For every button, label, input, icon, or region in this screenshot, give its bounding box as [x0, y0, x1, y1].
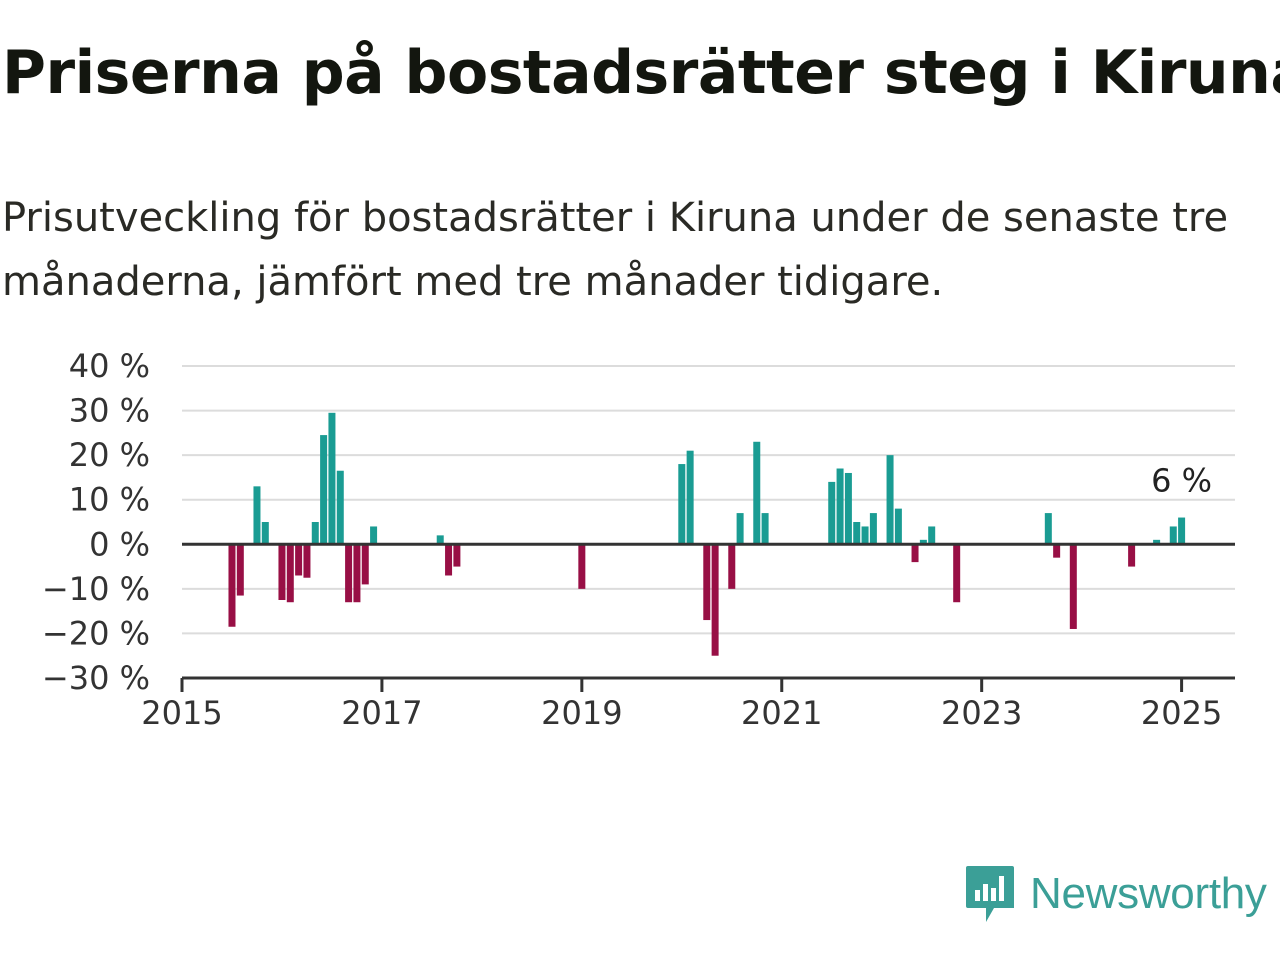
y-tick-label: 40 %	[69, 347, 150, 385]
x-tick-label: 2023	[941, 694, 1022, 732]
bar	[278, 544, 286, 600]
bar	[328, 412, 336, 545]
bar	[828, 481, 836, 545]
x-tick-label: 2025	[1141, 694, 1222, 732]
bar	[836, 468, 844, 545]
x-tick-label: 2021	[741, 694, 822, 732]
y-axis-labels: 40 % 30 % 20 % 10 % 0 % −10 % −20 % −30 %	[42, 347, 150, 697]
bar	[336, 470, 344, 545]
bar	[686, 450, 694, 545]
x-tick-label: 2017	[341, 694, 422, 732]
x-axis-labels: 2015 2017 2019 2021 2023 2025	[141, 694, 1222, 732]
annotations: 6 %	[1151, 462, 1212, 500]
chart-subtitle: Prisutveckling för bostadsrätter i Kirun…	[2, 195, 1229, 305]
bar	[303, 544, 311, 578]
bar	[869, 513, 877, 545]
x-tick-label: 2019	[541, 694, 622, 732]
bar	[578, 544, 586, 589]
chart-title: Priserna på bostadsrätter steg i Kiruna	[2, 38, 1280, 108]
y-tick-label: −10 %	[42, 570, 150, 608]
y-tick-label: −20 %	[42, 614, 150, 652]
bar	[861, 526, 869, 545]
bar	[678, 464, 686, 545]
bar	[295, 544, 303, 576]
axes	[180, 542, 1235, 692]
bar	[703, 544, 711, 621]
y-tick-label: 0 %	[89, 525, 150, 563]
y-tick-label: 10 %	[69, 481, 150, 519]
y-tick-label: 30 %	[69, 392, 150, 430]
brand-name: Newsworthy	[1030, 869, 1267, 918]
bar	[453, 544, 461, 567]
bar	[1169, 526, 1177, 545]
bar	[320, 435, 328, 545]
bar	[370, 526, 378, 545]
bar	[953, 544, 961, 603]
bar	[253, 486, 261, 545]
bar	[1053, 544, 1061, 558]
bar	[311, 522, 319, 545]
y-tick-label: 20 %	[69, 436, 150, 474]
bar	[928, 526, 936, 545]
bar	[345, 544, 353, 603]
x-tick-label: 2015	[141, 694, 222, 732]
bar	[753, 441, 761, 545]
bar	[1128, 544, 1136, 567]
bar	[1153, 539, 1161, 545]
bar	[844, 472, 852, 545]
newsworthy-logo: Newsworthy	[964, 864, 1267, 924]
bar	[228, 544, 236, 627]
bar	[711, 544, 719, 656]
bar	[894, 508, 902, 545]
bar-chart: 40 %30 %20 %10 %0 %−10 %−20 %−30 % 2015 2…	[42, 347, 1235, 732]
y-tick-label: −30 %	[42, 659, 150, 697]
bar	[236, 544, 244, 596]
newsworthy-logo-icon	[966, 866, 1014, 922]
bar	[286, 544, 294, 603]
bar	[736, 513, 744, 545]
bar	[1044, 513, 1052, 545]
bar	[761, 513, 769, 545]
data-label: 6 %	[1151, 462, 1212, 500]
bar	[436, 535, 444, 545]
bars	[228, 412, 1186, 656]
bar	[1069, 544, 1077, 629]
bar	[911, 544, 919, 563]
bar	[445, 544, 453, 576]
bar	[886, 455, 894, 545]
bar	[1178, 517, 1186, 545]
bar	[728, 544, 736, 589]
bar	[853, 522, 861, 545]
bar	[261, 522, 269, 545]
bar	[361, 544, 369, 585]
bar	[919, 539, 927, 545]
bar	[353, 544, 361, 603]
